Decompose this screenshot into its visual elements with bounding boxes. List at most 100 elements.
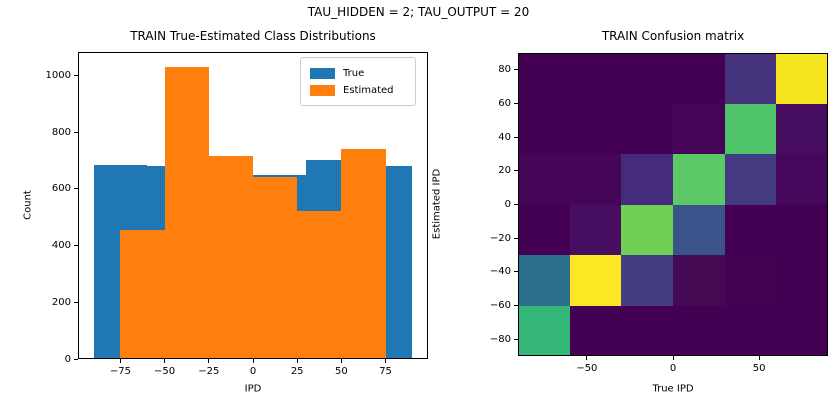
confusion-cell-r2-c4: [724, 154, 777, 205]
x-tick-label: 0: [669, 363, 677, 374]
x-tick-mark: [672, 356, 674, 360]
x-tick-label: −50: [154, 366, 176, 377]
confusion-cell-r0-c0: [518, 53, 571, 104]
estimated-hist-bar: [341, 149, 386, 359]
y-tick-mark: [514, 136, 518, 138]
x-tick-label: −25: [198, 366, 220, 377]
confusion-cell-r0-c2: [621, 53, 674, 104]
confusion-cell-r1-c2: [621, 103, 674, 155]
confusion-cell-r5-c1: [569, 305, 622, 356]
confusion-cell-r0-c5: [776, 53, 828, 104]
x-tick-mark: [296, 359, 298, 363]
x-tick-mark: [340, 359, 342, 363]
y-tick-label: 200: [51, 296, 71, 308]
confusion-cell-r3-c5: [776, 204, 828, 256]
histogram-axes: True Estimated −75 −50 −25 0 25 50 75 0 200 400 60…: [46, 52, 428, 377]
confusion-cell-r2-c5: [776, 154, 828, 205]
confusion-cell-r2-c3: [673, 154, 726, 205]
x-tick-label: 50: [752, 363, 766, 374]
y-tick-label: 40: [498, 131, 511, 143]
legend-entry-estimated: Estimated: [310, 82, 406, 99]
histogram-plot-area: [78, 52, 428, 359]
y-tick-mark: [514, 69, 518, 71]
y-tick-label: 400: [51, 240, 71, 251]
y-tick-mark: [74, 188, 78, 190]
y-tick-label: 0: [504, 199, 511, 210]
confusion-cell-r3-c1: [569, 204, 622, 256]
x-tick-label: 0: [249, 366, 257, 377]
confusion-cell-r0-c1: [569, 53, 622, 104]
confusion-cell-r2-c2: [621, 154, 674, 205]
y-tick-mark: [74, 131, 78, 133]
x-tick-label: −50: [576, 363, 598, 374]
confusion-cell-r4-c4: [724, 255, 777, 306]
confusion-matrix-title: TRAIN Confusion matrix: [601, 29, 745, 43]
confusion-cell-r3-c0: [518, 204, 571, 256]
x-tick-mark: [164, 359, 166, 363]
x-tick-label: 75: [379, 366, 392, 377]
legend-label-true: True: [343, 68, 365, 79]
estimated-hist-bar: [297, 211, 342, 359]
y-tick-label: 60: [498, 98, 511, 109]
y-tick-mark: [514, 338, 518, 340]
y-tick-mark: [514, 237, 518, 239]
confusion-cell-r3-c2: [621, 204, 674, 256]
x-tick-mark: [586, 356, 588, 360]
y-tick-mark: [514, 170, 518, 172]
x-tick-mark: [385, 359, 387, 363]
x-tick-mark: [119, 359, 121, 363]
y-tick-mark: [74, 358, 78, 360]
confusion-cell-r4-c3: [673, 255, 726, 306]
confusion-matrix-plot-area: [518, 53, 828, 356]
figure-suptitle: TAU_HIDDEN = 2; TAU_OUTPUT = 20: [307, 5, 530, 19]
legend-label-estimated: Estimated: [343, 85, 394, 96]
confusion-cell-r3-c4: [724, 204, 777, 256]
y-tick-mark: [74, 74, 78, 76]
x-tick-mark: [758, 356, 760, 360]
confusion-cell-r4-c1: [569, 255, 622, 306]
y-tick-label: 80: [498, 64, 511, 76]
x-tick-mark: [208, 359, 210, 363]
y-tick-label: −80: [489, 333, 511, 345]
x-tick-mark: [252, 359, 254, 363]
confusion-cell-r1-c5: [776, 103, 828, 155]
confusion-cell-r4-c2: [621, 255, 674, 306]
estimated-hist-bar: [208, 156, 253, 359]
x-tick-label: 50: [335, 366, 348, 377]
y-tick-mark: [514, 271, 518, 273]
y-tick-label: 0: [64, 353, 71, 365]
histogram-xlabel: IPD: [244, 383, 262, 395]
x-tick-label: −75: [109, 366, 131, 377]
y-tick-label: 1000: [45, 69, 71, 81]
x-tick-label: 25: [290, 366, 304, 377]
y-tick-mark: [514, 305, 518, 306]
confusion-matrix-xlabel: True IPD: [652, 383, 694, 395]
confusion-cell-r3-c3: [673, 204, 726, 256]
estimated-hist-bar: [253, 177, 298, 359]
histogram-legend: True Estimated: [300, 57, 416, 106]
confusion-cell-r4-c5: [776, 255, 828, 306]
y-tick-mark: [514, 103, 518, 104]
confusion-cell-r5-c3: [673, 305, 726, 356]
confusion-cell-r1-c0: [518, 103, 571, 155]
confusion-cell-r1-c4: [724, 103, 777, 155]
confusion-cell-r0-c3: [673, 53, 726, 104]
estimated-hist-bar: [120, 229, 165, 359]
histogram-ylabel: Count: [22, 190, 34, 220]
y-tick-label: −40: [489, 266, 511, 278]
legend-swatch-true: [310, 68, 335, 79]
confusion-cell-r0-c4: [724, 53, 777, 104]
legend-swatch-estimated: [310, 85, 335, 96]
confusion-cell-r4-c0: [518, 255, 571, 306]
y-tick-mark: [514, 204, 518, 205]
confusion-cell-r5-c0: [518, 305, 571, 356]
y-tick-label: −60: [489, 300, 511, 311]
confusion-matrix-ylabel: Estimated IPD: [431, 168, 443, 240]
confusion-cell-r5-c2: [621, 305, 674, 356]
y-tick-label: 20: [498, 165, 511, 177]
confusion-cell-r1-c1: [569, 103, 622, 155]
legend-entry-true: True: [310, 65, 406, 82]
confusion-cell-r5-c5: [776, 305, 828, 356]
confusion-matrix-axes: −50 0 50 80 60 40 20 0 −20 −40 −60 −80: [490, 53, 828, 374]
